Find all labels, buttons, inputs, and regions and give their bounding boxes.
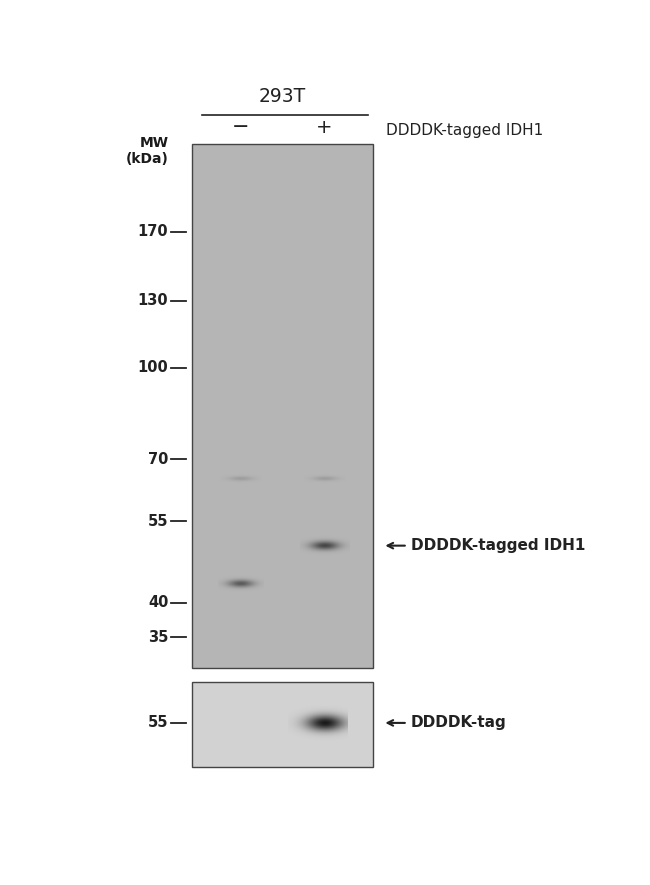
Text: 70: 70: [148, 452, 168, 467]
Text: MW
(kDa): MW (kDa): [125, 135, 168, 165]
Text: DDDDK-tagged IDH1: DDDDK-tagged IDH1: [411, 538, 585, 553]
Text: +: +: [316, 118, 333, 137]
Text: 55: 55: [148, 513, 168, 528]
Bar: [192, 143, 373, 668]
Text: DDDDK-tag: DDDDK-tag: [411, 715, 506, 730]
Text: 293T: 293T: [259, 87, 306, 105]
Text: 170: 170: [138, 225, 168, 240]
Text: 35: 35: [148, 629, 168, 644]
Text: 55: 55: [148, 715, 168, 730]
Text: DDDDK-tagged IDH1: DDDDK-tagged IDH1: [386, 122, 543, 137]
Text: 130: 130: [138, 293, 168, 308]
Bar: [192, 682, 373, 767]
Text: 40: 40: [148, 596, 168, 611]
Text: 100: 100: [138, 360, 168, 375]
Text: −: −: [232, 118, 250, 137]
